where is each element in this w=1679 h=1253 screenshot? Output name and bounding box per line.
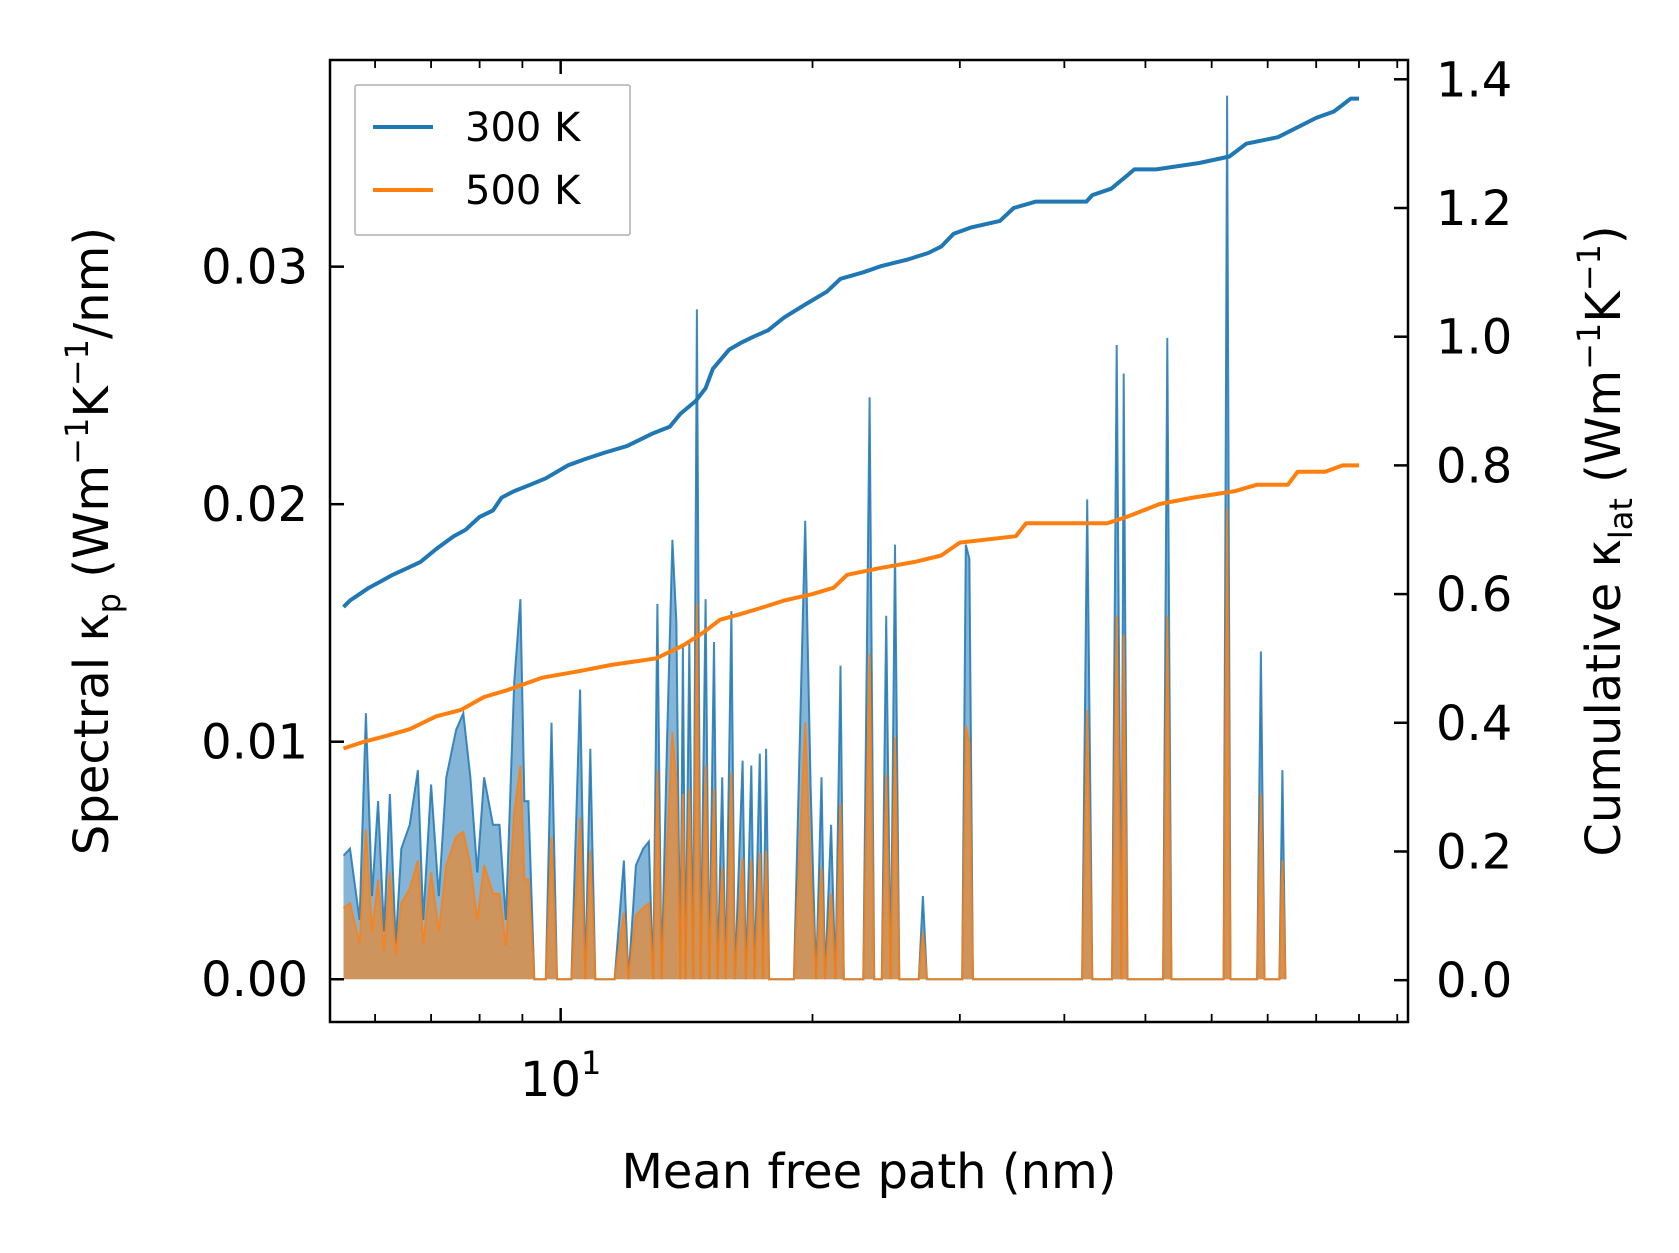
y-left-label-sup: −1	[58, 339, 96, 386]
x-tick-label-10: 101	[520, 1044, 601, 1108]
y-left-label-sub: p	[90, 593, 128, 613]
y-left-tick-label: 0.00	[201, 952, 308, 1008]
cumulative-line-500k	[342, 463, 1359, 751]
cumulative-line-300k	[342, 96, 1359, 609]
y-right-tick-label: 1.0	[1436, 310, 1512, 366]
y-left-tick-label: 0.03	[201, 240, 308, 296]
y-right-tick-label: 1.4	[1436, 52, 1512, 108]
y-right-tick-label: 1.2	[1436, 181, 1512, 237]
legend: 300 K 500 K	[354, 84, 631, 236]
spectral-line-500k	[342, 508, 1287, 981]
x-axis-label: Mean free path (nm)	[622, 1144, 1117, 1200]
y-left-tick-label: 0.01	[201, 715, 308, 771]
legend-box	[354, 84, 631, 236]
y-left-label-part: /nm)	[64, 227, 120, 339]
y-right-label-part: Cumulative κ	[1576, 539, 1632, 857]
y-right-label-sub: lat	[1602, 498, 1640, 539]
y-left-label-part: K	[64, 385, 120, 418]
y-left-label-part: (Wm	[64, 465, 120, 593]
y-right-label-part: (Wm	[1576, 370, 1632, 498]
plot-area-frame	[328, 58, 1410, 1024]
y-right-label-sup: −1	[1570, 244, 1608, 291]
axis-ticks-layer	[330, 60, 1408, 1022]
spectral-area-500k	[343, 508, 1286, 980]
y-right-label-part: )	[1576, 225, 1632, 244]
legend-label-300k: 300 K	[465, 105, 582, 151]
cumulative-series-layer	[342, 96, 1359, 751]
y-left-label-sup: −1	[58, 418, 96, 465]
y-left-label-part: Spectral κ	[64, 613, 120, 855]
y-right-label-part: K	[1576, 290, 1632, 323]
spectral-series-layer	[342, 95, 1287, 981]
y-right-label-sup: −1	[1570, 323, 1608, 370]
x-tick-base: 10	[520, 1052, 581, 1108]
y-right-tick-label: 0.4	[1436, 696, 1512, 752]
x-tick-exponent: 1	[581, 1044, 601, 1082]
legend-label-500k: 500 K	[465, 168, 582, 214]
y-right-tick-label: 0.6	[1436, 567, 1512, 623]
y-left-tick-label: 0.02	[201, 477, 308, 533]
y-right-tick-label: 0.0	[1436, 953, 1512, 1009]
y-right-tick-label: 0.8	[1436, 438, 1512, 494]
y-right-axis-label: Cumulative κlat (Wm−1K−1)	[1570, 225, 1640, 856]
y-right-tick-label: 0.2	[1436, 824, 1512, 880]
y-left-axis-label: Spectral κp (Wm−1K−1/nm)	[58, 227, 128, 855]
